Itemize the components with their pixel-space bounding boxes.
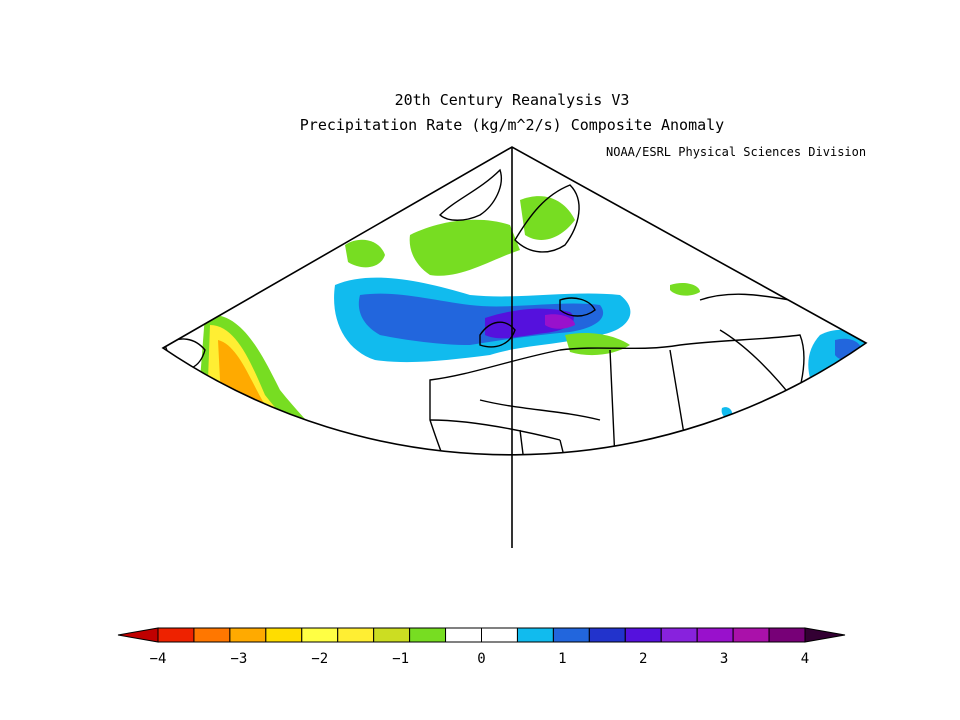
colorbar-left-arrow (117, 627, 159, 643)
colorbar-tick-label: 0 (477, 651, 485, 667)
map-title: 20th Century Reanalysis V3 Precipitation… (0, 88, 960, 138)
colorbar-cell (193, 627, 231, 643)
colorbar-cell (696, 627, 734, 643)
colorbar-tick-label: −1 (392, 651, 409, 667)
colorbar-tick-label: 3 (720, 651, 728, 667)
colorbar-tick-label: −3 (230, 651, 247, 667)
title-line-2: Precipitation Rate (kg/m^2/s) Composite … (299, 116, 725, 134)
colorbar-cell (624, 627, 662, 643)
colorbar-cell (552, 627, 590, 643)
colorbar-tick-label: 4 (801, 651, 809, 667)
colorbar-cell (516, 627, 554, 643)
colorbar-tick-label: −2 (311, 651, 328, 667)
colorbar-tick-label: 1 (558, 651, 566, 667)
scandinavia-dry-patch (520, 196, 575, 240)
colorbar-tick-label: −4 (150, 651, 167, 667)
map-sector-outline (161, 146, 868, 456)
colorbar-tick-label: 2 (639, 651, 647, 667)
colorbar-cell (301, 627, 339, 643)
colorbar-cell (265, 627, 303, 643)
colorbar-cell (660, 627, 698, 643)
turkey-dry-patch (670, 282, 700, 296)
credit-label: NOAA/ESRL Physical Sciences Division (606, 145, 867, 159)
colorbar-cell (732, 627, 770, 643)
colorbar-right-arrow (804, 627, 846, 643)
colorbar-cells (117, 627, 846, 643)
colorbar-cell (445, 627, 482, 643)
greenland-dry-patch (345, 239, 385, 268)
colorbar-cell (588, 627, 626, 643)
east-med-dry-patch (565, 333, 630, 356)
dry-anomaly-yellow (208, 325, 375, 455)
colorbar-cell (409, 627, 447, 643)
title-line-1: 20th Century Reanalysis V3 (394, 91, 630, 109)
colorbar-cell (768, 627, 806, 643)
colorbar-cell (481, 627, 518, 643)
wet-anomaly-peak (545, 314, 575, 329)
north-atlantic-dry-band (409, 219, 520, 276)
colorbar-cell (229, 627, 267, 643)
colorbar-cell (373, 627, 411, 643)
colorbar-cell (157, 627, 195, 643)
colorbar-ticks: −4 −3 −2 −1 0 1 2 3 4 (150, 651, 810, 667)
colorbar-cell (337, 627, 375, 643)
